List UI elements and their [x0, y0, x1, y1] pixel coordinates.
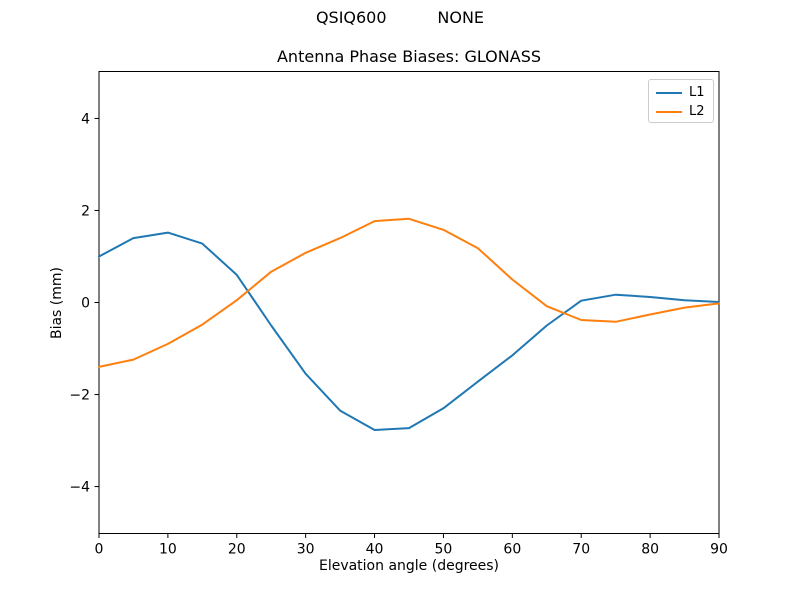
figure-suptitle: QSIQ600 NONE — [315, 8, 485, 27]
y-tick-label: −2 — [69, 388, 90, 404]
x-tick-label: 20 — [228, 542, 246, 558]
x-tick-label: 30 — [297, 542, 315, 558]
y-axis-label: Bias (mm) — [49, 266, 65, 340]
x-axis-label: Elevation angle (degrees) — [318, 558, 500, 574]
legend-label-l1: L1 — [689, 85, 705, 100]
x-tick-label: 0 — [95, 542, 104, 558]
legend-label-l2: L2 — [689, 104, 705, 119]
x-tick-label: 90 — [710, 542, 728, 558]
y-tick-label: 0 — [81, 296, 90, 312]
x-tick-label: 40 — [366, 542, 384, 558]
plot-border — [98, 71, 720, 534]
x-tick-label: 70 — [572, 542, 590, 558]
y-tick-label: −4 — [69, 480, 90, 496]
x-tick-label: 10 — [159, 542, 177, 558]
x-tick-label: 80 — [641, 542, 659, 558]
x-tick-label: 50 — [435, 542, 453, 558]
legend: L1 L2 — [648, 79, 714, 123]
y-tick-label: 2 — [81, 203, 90, 219]
legend-line-swatch-l1 — [656, 91, 682, 94]
legend-line-swatch-l2 — [656, 110, 682, 113]
series-line-l1 — [98, 231, 720, 431]
x-tick-label: 60 — [503, 542, 521, 558]
y-tick-label: 4 — [81, 111, 90, 127]
legend-item-l2: L2 — [656, 102, 713, 121]
chart-title: Antenna Phase Biases: GLONASS — [276, 47, 541, 66]
legend-item-l1: L1 — [656, 83, 713, 102]
series-line-l2 — [98, 217, 720, 368]
